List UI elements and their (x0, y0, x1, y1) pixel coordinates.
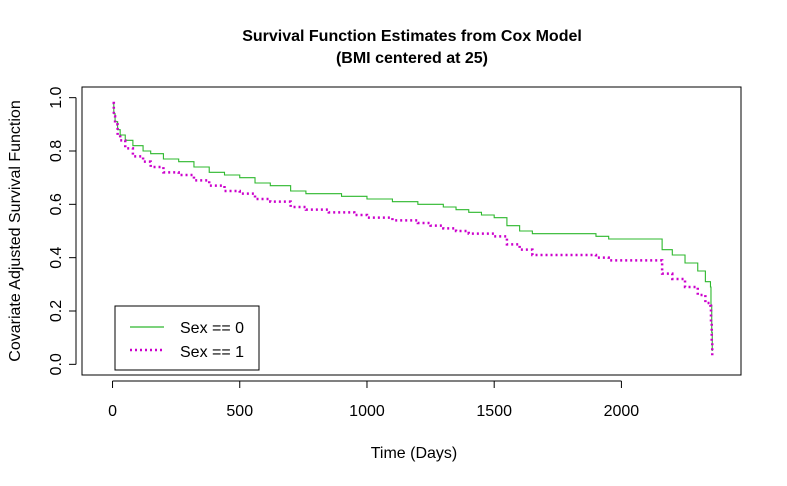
x-axis: 0 500 1000 1500 2000 (108, 380, 640, 420)
y-tick-label: 0.0 (48, 353, 65, 375)
x-tick-label: 500 (226, 403, 253, 420)
series-line-sex-0 (112, 102, 713, 351)
chart-subtitle: (BMI centered at 25) (336, 50, 488, 67)
x-tick-label: 0 (108, 403, 117, 420)
legend-label-sex-1: Sex == 1 (180, 344, 244, 361)
y-tick-label: 0.6 (48, 193, 65, 215)
legend-label-sex-0: Sex == 0 (180, 320, 244, 337)
y-axis-label: Covariate Adjusted Survival Function (7, 100, 24, 361)
y-axis: 0.0 0.2 0.4 0.6 0.8 1.0 (48, 86, 77, 375)
x-axis-label: Time (Days) (371, 445, 458, 462)
x-tick-label: 2000 (604, 403, 640, 420)
legend-box (114, 305, 260, 371)
x-tick-label: 1500 (476, 403, 512, 420)
y-tick-label: 0.2 (48, 300, 65, 322)
chart-title: Survival Function Estimates from Cox Mod… (242, 28, 582, 45)
series-layer (112, 101, 714, 357)
plot-frame (81, 86, 742, 376)
y-tick-label: 0.8 (48, 140, 65, 162)
x-tick-label: 1000 (349, 403, 385, 420)
legend: Sex == 0 Sex == 1 (114, 305, 260, 371)
series-line-sex-1 (112, 101, 714, 357)
y-tick-label: 0.4 (48, 246, 65, 268)
y-tick-label: 1.0 (48, 86, 65, 108)
